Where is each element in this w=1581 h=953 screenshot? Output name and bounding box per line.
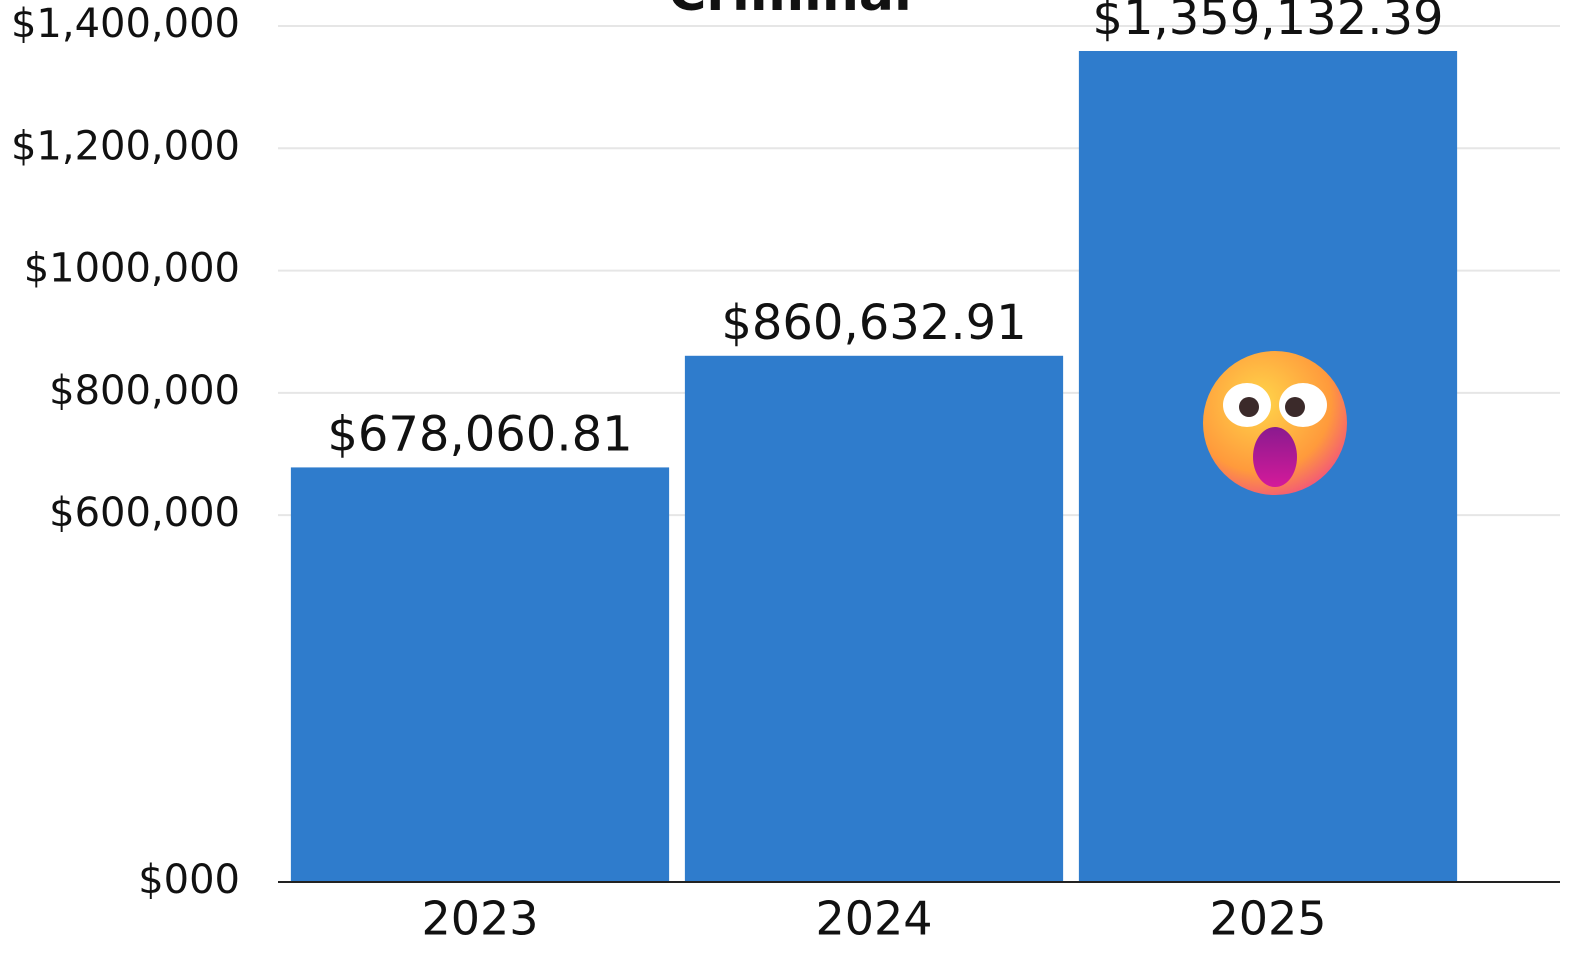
y-tick-label: $1,400,000 [11, 1, 240, 47]
y-tick-label: $800,000 [49, 368, 240, 414]
x-tick-label: 2025 [1209, 892, 1326, 946]
bar [684, 355, 1064, 883]
value-label: $1,359,132.39 [1092, 0, 1443, 46]
value-label: $860,632.91 [721, 295, 1026, 351]
chart-title: Criminal [668, 0, 912, 23]
value-label: $678,060.81 [327, 406, 632, 462]
y-tick-label: $000 [138, 857, 240, 903]
y-tick-label: $1000,000 [24, 246, 240, 292]
x-tick-label: 2024 [815, 892, 932, 946]
bar [290, 467, 670, 882]
emoji [1203, 351, 1347, 495]
y-tick-label: $600,000 [49, 490, 240, 536]
x-tick-label: 2023 [421, 892, 538, 946]
y-tick-label: $1,200,000 [11, 123, 240, 169]
